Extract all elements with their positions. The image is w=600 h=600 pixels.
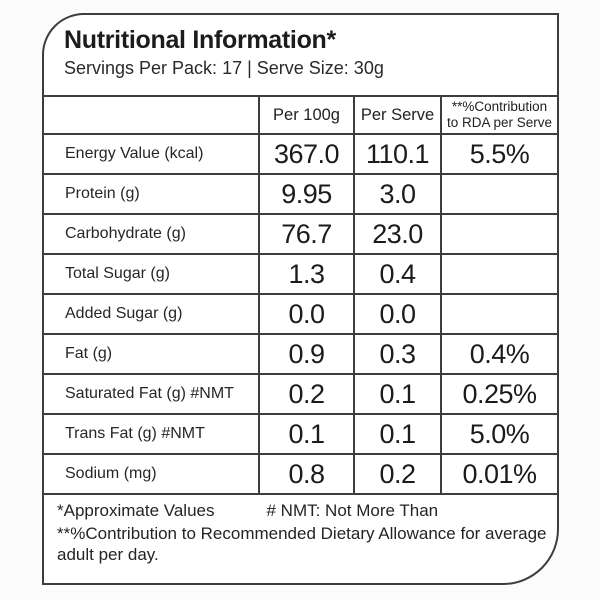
energy-per-serve: 110.1 [355,133,442,173]
column-header-rda-line1: **%Contribution [451,99,548,115]
nmt-note: # NMT: Not More Than [266,501,439,520]
row-label-fat: Fat (g) [44,333,260,373]
trans-fat-per-100g: 0.1 [260,413,355,453]
added-sugar-per-serve: 0.0 [355,293,442,333]
column-header-nutrient [44,95,260,133]
energy-rda: 5.5% [442,133,557,173]
saturated-fat-per-serve: 0.1 [355,373,442,413]
carbohydrate-per-100g: 76.7 [260,213,355,253]
total-sugar-rda [442,253,557,293]
carbohydrate-per-serve: 23.0 [355,213,442,253]
approximate-values-note: *Approximate Values [57,501,215,520]
fat-per-100g: 0.9 [260,333,355,373]
row-label-protein: Protein (g) [44,173,260,213]
column-header-rda-line2: to RDA per Serve [446,115,553,130]
row-label-energy: Energy Value (kcal) [44,133,260,173]
sodium-per-serve: 0.2 [355,453,442,493]
fat-rda: 0.4% [442,333,557,373]
added-sugar-per-100g: 0.0 [260,293,355,333]
row-label-total-sugar: Total Sugar (g) [44,253,260,293]
trans-fat-per-serve: 0.1 [355,413,442,453]
saturated-fat-rda: 0.25% [442,373,557,413]
total-sugar-per-serve: 0.4 [355,253,442,293]
label-header: Nutritional Information* Servings Per Pa… [44,15,557,95]
rda-contribution-note: **%Contribution to Recommended Dietary A… [57,524,547,565]
fat-per-serve: 0.3 [355,333,442,373]
protein-per-serve: 3.0 [355,173,442,213]
nutrition-label: Nutritional Information* Servings Per Pa… [42,13,559,585]
carbohydrate-rda [442,213,557,253]
row-label-trans-fat: Trans Fat (g) #NMT [44,413,260,453]
column-header-per-100g: Per 100g [260,95,355,133]
row-label-sodium: Sodium (mg) [44,453,260,493]
energy-per-100g: 367.0 [260,133,355,173]
row-label-carbohydrate: Carbohydrate (g) [44,213,260,253]
sodium-per-100g: 0.8 [260,453,355,493]
row-label-saturated-fat: Saturated Fat (g) #NMT [44,373,260,413]
sodium-rda: 0.01% [442,453,557,493]
total-sugar-per-100g: 1.3 [260,253,355,293]
column-header-per-serve: Per Serve [355,95,442,133]
trans-fat-rda: 5.0% [442,413,557,453]
footnote-line-1: *Approximate Values # NMT: Not More Than [57,501,547,521]
column-header-rda: **%Contribution to RDA per Serve [442,95,557,133]
added-sugar-rda [442,293,557,333]
saturated-fat-per-100g: 0.2 [260,373,355,413]
nutrition-table: Per 100g Per Serve **%Contribution to RD… [44,95,557,493]
page-title: Nutritional Information* [64,26,336,54]
serving-info: Servings Per Pack: 17 | Serve Size: 30g [64,58,384,78]
protein-rda [442,173,557,213]
row-label-added-sugar: Added Sugar (g) [44,293,260,333]
protein-per-100g: 9.95 [260,173,355,213]
label-footnotes: *Approximate Values # NMT: Not More Than… [44,493,557,566]
